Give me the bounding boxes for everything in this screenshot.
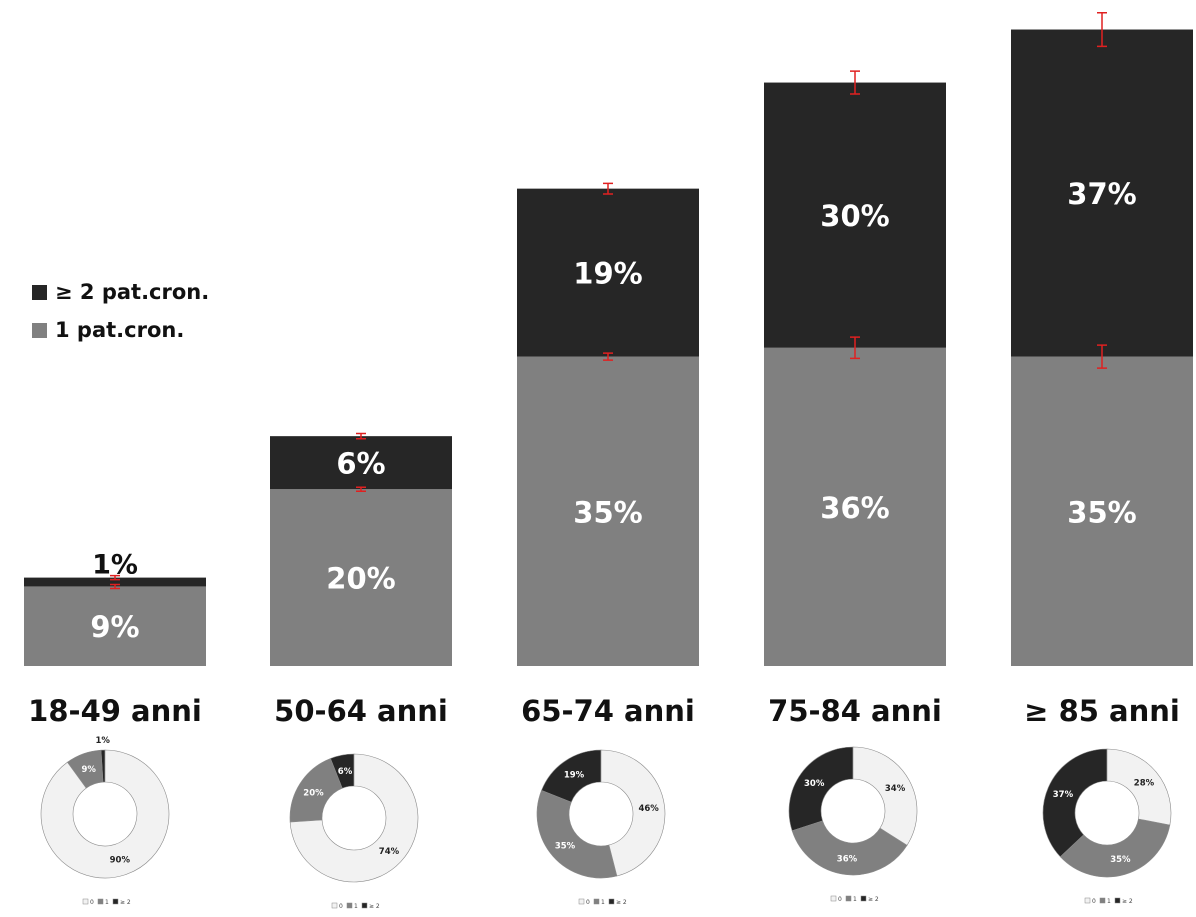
error-bar bbox=[1097, 11, 1107, 48]
legend-swatch-two-plus bbox=[32, 284, 47, 300]
bar-two-plus-pat bbox=[764, 82, 946, 348]
donut-label: 37% bbox=[1053, 790, 1074, 800]
donut-legend-swatch bbox=[830, 895, 837, 902]
donut-legend-swatch bbox=[608, 898, 615, 905]
donut-legend-label: ≥ 2 bbox=[616, 899, 627, 906]
bar-one-pat bbox=[764, 347, 946, 666]
bar-two-plus-pat bbox=[517, 188, 699, 357]
donut-label: 90% bbox=[110, 856, 131, 866]
donut-legend-label: 0 bbox=[838, 896, 842, 903]
donut-legend-label: 1 bbox=[1107, 898, 1111, 905]
donut-legend-label: 0 bbox=[90, 899, 94, 906]
donut-label: 9% bbox=[82, 765, 97, 775]
donut-legend-label: ≥ 2 bbox=[1122, 898, 1133, 905]
category-label: ≥ 85 anni bbox=[1024, 694, 1180, 728]
donut-legend-swatch bbox=[1099, 897, 1106, 904]
donut-legend-swatch bbox=[1114, 897, 1121, 904]
error-bar bbox=[356, 486, 366, 492]
donut-legend-label: 0 bbox=[339, 903, 343, 910]
bar-one-pat bbox=[24, 586, 206, 666]
error-bar bbox=[850, 70, 860, 95]
category-label: 75-84 anni bbox=[768, 694, 942, 728]
donut-legend-swatch bbox=[1084, 897, 1091, 904]
donut-slice-zero bbox=[852, 746, 918, 846]
legend-swatch-one bbox=[32, 322, 47, 338]
legend-item-one: 1 pat.cron. bbox=[32, 311, 209, 349]
donut-label: 28% bbox=[1134, 778, 1155, 788]
error-bar bbox=[603, 182, 613, 195]
donut-slice-two-plus bbox=[1042, 748, 1108, 858]
donut-legend-swatch bbox=[593, 898, 600, 905]
error-bar bbox=[110, 574, 120, 581]
bar-label-two-plus-pat: 30% bbox=[820, 199, 889, 233]
donut-legend-label: ≥ 2 bbox=[868, 896, 879, 903]
bar-one-pat bbox=[1011, 356, 1193, 666]
donut-legend-label: ≥ 2 bbox=[120, 899, 131, 906]
error-bar bbox=[603, 352, 613, 361]
bar-label-one-pat: 35% bbox=[573, 495, 642, 529]
legend: ≥ 2 pat.cron. 1 pat.cron. bbox=[32, 273, 209, 349]
legend-label-two-plus: ≥ 2 pat.cron. bbox=[55, 280, 210, 304]
donut-legend-swatch bbox=[346, 902, 353, 909]
donut-slice-zero bbox=[1106, 748, 1172, 826]
bar-two-plus-pat bbox=[270, 436, 452, 490]
bar-label-one-pat: 20% bbox=[326, 562, 395, 596]
donut-legend-swatch bbox=[578, 898, 585, 905]
error-bar bbox=[110, 583, 120, 590]
donut-legend-swatch bbox=[845, 895, 852, 902]
donut-slice-one bbox=[791, 820, 908, 876]
donut-legend-label: 1 bbox=[601, 899, 605, 906]
bar-label-two-plus-pat: 37% bbox=[1067, 177, 1136, 211]
donut-slice-zero bbox=[40, 749, 170, 879]
donut-slice-one bbox=[536, 790, 618, 879]
donut-legend-swatch bbox=[860, 895, 867, 902]
bar-two-plus-pat bbox=[24, 577, 206, 587]
category-label: 18-49 anni bbox=[28, 694, 202, 728]
donut-legend-swatch bbox=[97, 898, 104, 905]
bar-label-two-plus-pat: 19% bbox=[573, 257, 642, 291]
bar-label-one-pat: 9% bbox=[90, 610, 139, 644]
donut-slice-one bbox=[1059, 818, 1171, 878]
donut-label: 20% bbox=[303, 788, 324, 798]
donut-label: 35% bbox=[1110, 855, 1131, 865]
donut-legend-label: ≥ 2 bbox=[369, 903, 380, 910]
legend-item-two-plus: ≥ 2 pat.cron. bbox=[32, 273, 209, 311]
donut-label: 19% bbox=[564, 770, 585, 780]
bar-label-two-plus-pat: 6% bbox=[336, 447, 385, 481]
category-label: 65-74 anni bbox=[521, 694, 695, 728]
donut-label: 35% bbox=[555, 842, 576, 852]
donut-label: 74% bbox=[379, 847, 400, 857]
donut-slice-zero bbox=[289, 753, 419, 883]
bar-one-pat bbox=[517, 356, 699, 666]
donut-legend-label: 0 bbox=[586, 899, 590, 906]
donut-legend-swatch bbox=[361, 902, 368, 909]
donut-label: 30% bbox=[804, 779, 825, 789]
donut-label: 46% bbox=[638, 804, 659, 814]
donut-label: 34% bbox=[885, 784, 906, 794]
error-bar bbox=[850, 336, 860, 360]
category-label: 50-64 anni bbox=[274, 694, 448, 728]
bar-two-plus-pat bbox=[1011, 29, 1193, 357]
error-bar bbox=[356, 432, 366, 440]
donut-label: 6% bbox=[338, 767, 353, 777]
donut-label: 1% bbox=[95, 736, 110, 746]
donut-legend-label: 1 bbox=[354, 903, 358, 910]
bar-one-pat bbox=[270, 489, 452, 666]
donut-label: 36% bbox=[837, 855, 858, 865]
donut-slice-two-plus bbox=[788, 746, 854, 832]
bar-label-one-pat: 35% bbox=[1067, 495, 1136, 529]
donut-legend-label: 1 bbox=[853, 896, 857, 903]
donut-legend-swatch bbox=[331, 902, 338, 909]
donut-legend-label: 1 bbox=[105, 899, 109, 906]
donut-slice-zero bbox=[600, 749, 666, 877]
donut-legend-swatch bbox=[112, 898, 119, 905]
bar-label-one-pat: 36% bbox=[820, 491, 889, 525]
legend-label-one: 1 pat.cron. bbox=[55, 318, 185, 342]
error-bar bbox=[1097, 344, 1107, 369]
donut-legend-label: 0 bbox=[1092, 898, 1096, 905]
donut-legend-swatch bbox=[82, 898, 89, 905]
